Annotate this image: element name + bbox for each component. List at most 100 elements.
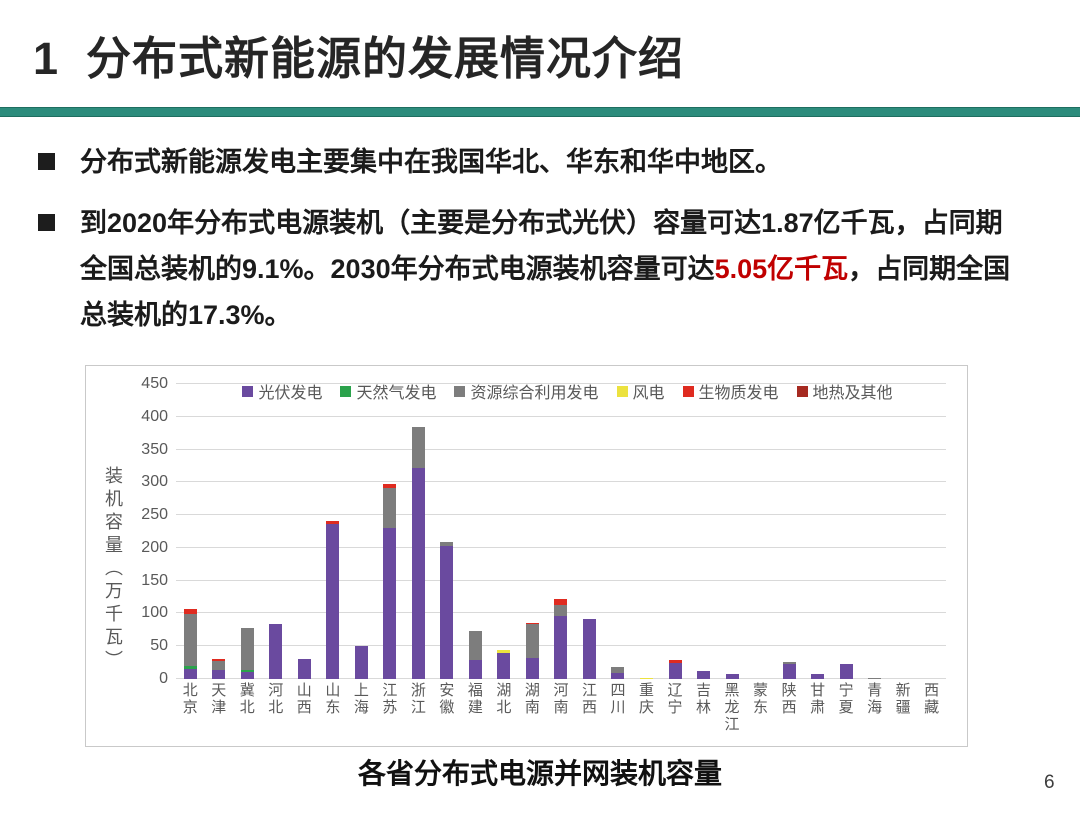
legend-item: 风电 [616,379,665,403]
x-axis-labels: 北京 天津 冀北 河北 山西 山东 上海 江苏 浙江 安徽 福建 湖北 湖南 河南 江西 四川 重庆 辽宁 吉林 黑龙… [176,682,946,734]
legend-label: 生物质发电 [698,385,779,402]
x-axis-label: 西藏 [924,682,940,716]
bar-segment [240,672,254,679]
y-tick-label: 0 [159,670,168,687]
x-axis-label: 蒙东 [753,682,769,716]
bar-column [433,384,462,679]
bar-segment [554,616,568,679]
bar-segment [640,677,653,679]
x-axis-label: 黑龙江 [724,682,740,733]
stacked-bar [868,677,882,679]
bar-segment [297,659,311,679]
legend-item: 地热及其他 [796,379,893,403]
bar-segment [240,628,254,671]
chart-legend: 光伏发电 天然气发电 资源综合利用发电 风电 生物质发电 地热及其他 [176,379,959,403]
page-number: 6 [1044,772,1055,793]
bar-segment [697,671,711,679]
bar-column [461,384,490,679]
bar-segment [782,661,796,664]
y-tick-label: 350 [141,440,168,458]
stacked-bar [468,630,482,679]
bar-segment [326,521,340,525]
bar-column [176,384,205,679]
stacked-bar [782,661,796,679]
bar-segment [383,527,397,679]
x-axis-label: 重庆 [638,682,654,716]
bar-column [233,384,262,679]
bar-column [518,384,547,679]
stacked-bar [668,660,682,679]
x-axis-label: 河南 [553,682,569,716]
bullet-square-icon [38,153,55,170]
bar-column [661,384,690,679]
y-tick-label: 100 [141,604,168,622]
bar-column [490,384,519,679]
title-divider-bar [0,107,1080,117]
legend-label: 光伏发电 [258,385,323,402]
bar-segment [183,665,197,669]
bar-column [347,384,376,679]
bar-segment [212,669,226,679]
stacked-bar [640,677,653,679]
stacked-bar [183,608,197,679]
bar-column [319,384,348,679]
bar-column [803,384,832,679]
stacked-bar [725,674,739,679]
stacked-bar [354,645,368,679]
bar-column [889,384,918,679]
bar-segment [383,484,397,489]
bar-segment [868,677,882,679]
legend-label: 风电 [632,385,665,402]
bar-segment [668,662,682,679]
x-axis-label: 山东 [325,682,341,716]
stacked-bar [269,623,283,679]
gridline [176,415,946,417]
x-axis-label: 湖北 [496,682,512,716]
legend-label: 天然气发电 [356,385,437,402]
bar-segment [554,599,568,606]
bar-segment [411,426,425,468]
legend-item: 天然气发电 [340,379,436,403]
bar-segment [212,661,226,670]
bar-column [604,384,633,679]
legend-swatch-icon [616,385,628,397]
bar-segment [811,674,825,679]
stacked-bar [839,663,853,679]
stacked-bar [383,484,397,679]
bar-segment [525,623,539,658]
bar-column [205,384,234,679]
bar-segment [725,674,739,679]
y-tick-label: 50 [150,637,168,655]
x-axis-label: 福建 [467,682,483,716]
bar-segment [497,652,511,679]
stacked-bar [297,659,311,679]
plot-area: 0 50 100 150 200 250 300 350 400 450 北京 天津 冀北 河北 山西 山东… [141,375,946,733]
bar-segment [839,663,853,679]
bar-column [262,384,291,679]
bar-column [575,384,604,679]
x-axis-label: 天津 [211,682,227,716]
x-axis-label: 辽宁 [667,682,683,716]
y-tick-label: 450 [141,375,168,392]
x-axis-label: 宁夏 [838,682,854,716]
bar-segment [525,622,539,624]
x-axis-label: 浙江 [410,682,426,716]
x-axis-label: 冀北 [239,682,255,716]
stacked-bar [326,521,340,679]
bar-segment [668,660,682,663]
legend-swatch-icon [454,385,466,397]
bar-column [832,384,861,679]
bars [176,384,946,679]
x-axis-label: 河北 [268,682,284,716]
bar-segment [497,650,511,653]
stacked-bar [240,628,254,679]
stacked-bar [212,658,226,679]
bar-column [376,384,405,679]
bar-column [404,384,433,679]
y-axis-title: 装机容量（万千瓦） [103,466,123,673]
gridline [176,481,946,483]
bar-column [547,384,576,679]
legend-label: 资源综合利用发电 [470,385,599,402]
bar-segment [383,488,397,528]
legend-swatch-icon [340,385,352,397]
